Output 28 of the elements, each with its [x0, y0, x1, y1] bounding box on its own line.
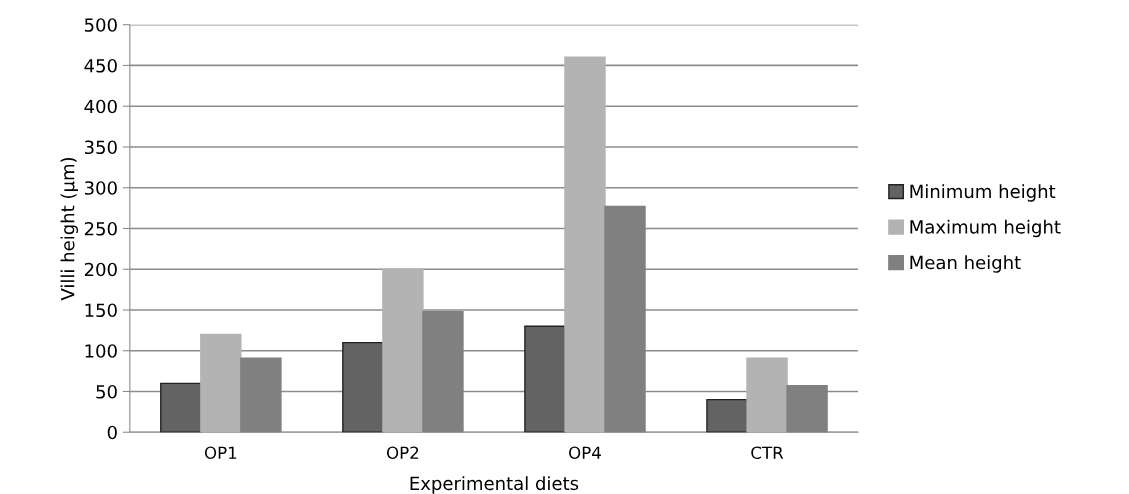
x-axis-title: Experimental diets: [410, 476, 579, 494]
y-tick-label: 250: [84, 221, 117, 236]
bar: [382, 268, 424, 433]
bar: [706, 398, 748, 433]
x-tick-label: OP2: [386, 446, 419, 460]
y-tick-label: 300: [84, 181, 117, 195]
y-tick-label: 500: [84, 18, 117, 32]
legend-label: Minimum height: [910, 184, 1056, 202]
bar: [160, 382, 202, 433]
y-tick-label: 150: [85, 303, 117, 318]
y-tick-label: 350: [84, 140, 117, 155]
bar: [524, 325, 566, 433]
x-tick-label: OP4: [569, 446, 601, 460]
bar: [342, 341, 384, 433]
x-tick-label: OP1: [204, 446, 237, 460]
y-tick-label: 450: [84, 58, 117, 73]
bar: [746, 357, 788, 433]
y-axis-title: Villi height (µm): [60, 157, 79, 301]
bar: [564, 56, 606, 433]
legend-label: Mean height: [910, 255, 1021, 273]
y-tick-label: 400: [84, 99, 117, 114]
y-tick-label: 200: [84, 262, 117, 277]
legend-label: Maximum height: [910, 219, 1061, 238]
y-tick-label: 50: [96, 384, 117, 399]
y-tick-label: 100: [85, 344, 117, 358]
x-tick-label: CTR: [751, 446, 784, 460]
bar: [200, 333, 242, 433]
y-tick-label: 0: [107, 425, 117, 440]
